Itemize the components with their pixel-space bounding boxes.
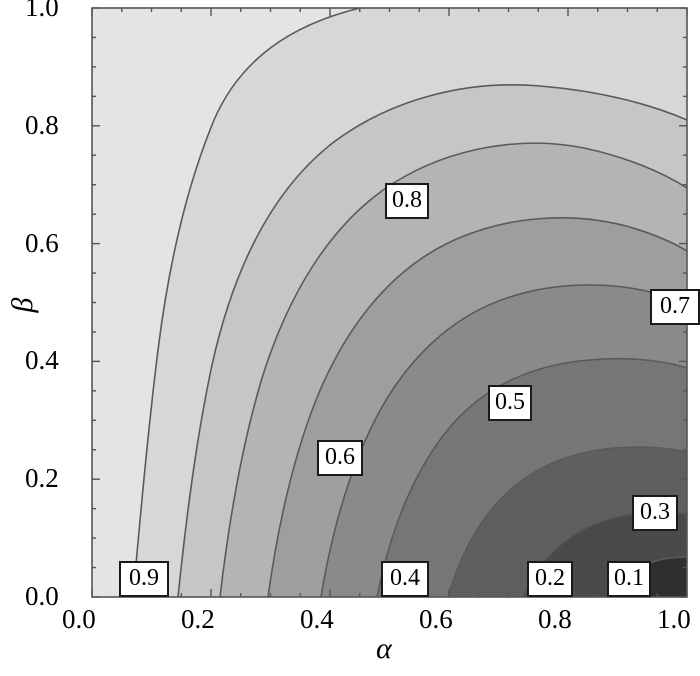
xtick-label-3: 0.6 <box>419 604 453 634</box>
contour-line-0.3 <box>447 446 687 597</box>
xtick-label-2: 0.4 <box>300 604 334 634</box>
ytick-label-5: 1.0 <box>25 0 59 22</box>
contour-label-0.9: 0.9 <box>119 561 169 597</box>
xtick-label-4: 0.8 <box>538 604 572 634</box>
contour-bands <box>92 8 687 597</box>
xtick-label-0: 0.0 <box>62 604 96 634</box>
contour-label-0.8: 0.8 <box>385 183 429 219</box>
contour-label-0.5: 0.5 <box>488 385 532 421</box>
contour-line-0.9 <box>132 8 361 597</box>
contour-line-0.7 <box>219 142 687 597</box>
contour-line-0.4 <box>376 357 687 597</box>
contour-line-0.6 <box>267 217 687 597</box>
contour-label-0.4: 0.4 <box>381 561 429 597</box>
ytick-label-1: 0.2 <box>25 463 59 493</box>
x-axis-label: α <box>376 632 392 665</box>
ytick-label-4: 0.8 <box>25 110 59 140</box>
y-axis-label: β <box>6 297 39 313</box>
ytick-label-2: 0.4 <box>25 345 59 375</box>
contour-label-0.6: 0.6 <box>317 440 363 476</box>
ytick-label-3: 0.6 <box>25 228 59 258</box>
contour-label-0.7: 0.7 <box>650 289 700 325</box>
contour-label-0.1: 0.1 <box>607 561 651 597</box>
ytick-label-0: 0.0 <box>25 581 59 611</box>
contour-label-0.2: 0.2 <box>527 561 573 597</box>
xtick-label-5: 1.0 <box>657 604 691 634</box>
xtick-label-1: 0.2 <box>181 604 215 634</box>
contour-label-0.3: 0.3 <box>632 495 678 531</box>
contour-line-0.8 <box>177 84 687 597</box>
